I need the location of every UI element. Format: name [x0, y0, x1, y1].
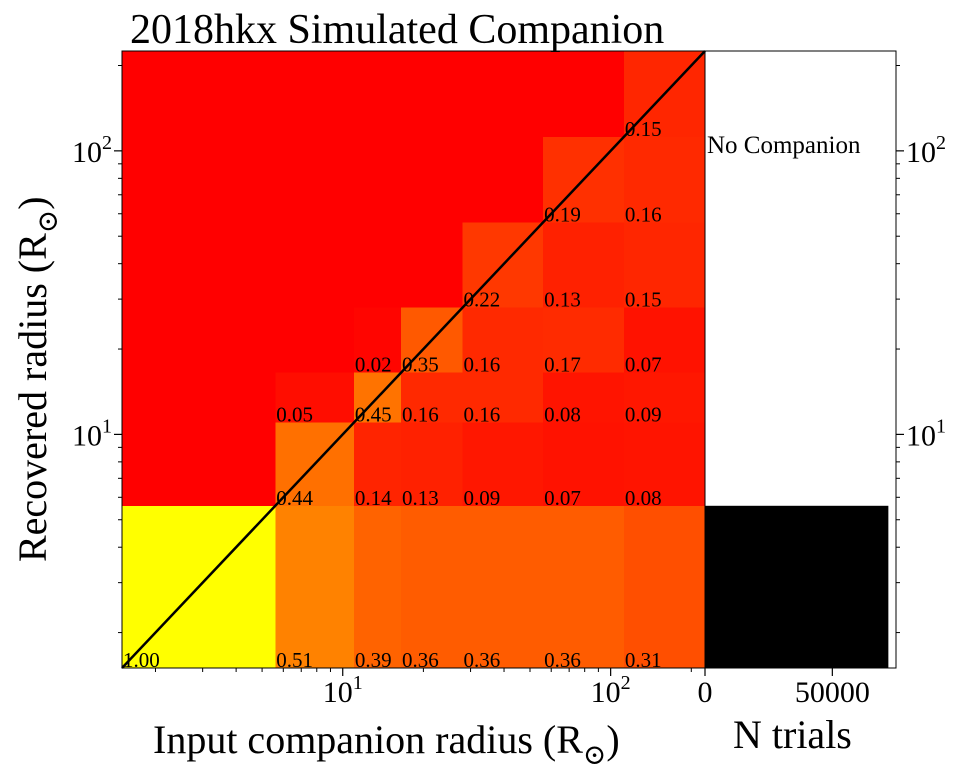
histogram-x-tick-label: 50000: [795, 676, 870, 709]
heatmap-cell-value: 0.16: [464, 353, 501, 377]
heatmap-cell: [401, 372, 463, 423]
heatmap-cell-value: 0.15: [625, 288, 662, 312]
heatmap-cell: [623, 422, 705, 506]
y-tick-label: 101: [72, 415, 112, 452]
heatmap-cell-value: 0.14: [355, 486, 392, 510]
heatmap-cell: [275, 372, 354, 423]
heatmap-cell: [462, 307, 544, 373]
heatmap-cell-value: 0.09: [464, 486, 501, 510]
heatmap-cell-value: 0.09: [625, 403, 662, 427]
y-axis-label-suffix: ): [10, 196, 55, 209]
heatmap-cell: [543, 422, 624, 506]
heatmap-cell-value: 0.45: [355, 403, 392, 427]
heatmap-cell: [543, 372, 624, 423]
heatmap-cell-value: 0.22: [464, 288, 501, 312]
heatmap-ticks: 101 102 101 102: [72, 65, 692, 709]
heatmap-cell: [401, 505, 463, 668]
heatmap-cell-value: 0.16: [464, 403, 501, 427]
heatmap-cell: [543, 222, 624, 308]
x-axis-label-suffix: ): [606, 717, 619, 762]
heatmap-cell-value: 0.16: [402, 403, 439, 427]
heatmap-cell-value: 0.44: [276, 486, 313, 510]
histogram-bars: [705, 505, 889, 668]
heatmap-cell: [623, 222, 705, 308]
y-tick-label: 102: [72, 132, 112, 169]
heatmap-cell-value: 0.13: [544, 288, 581, 312]
heatmap-cell: [543, 307, 624, 373]
x-axis-label: Input companion radius (R⊙): [153, 717, 620, 771]
histogram-panel: No Companion 0 50000 101 102: [698, 50, 946, 709]
histogram-y-tick-label: 102: [906, 132, 946, 169]
heatmap-cell-value: 0.13: [402, 486, 439, 510]
y-axis-label-text: Recovered radius (R: [10, 233, 55, 562]
heatmap-cell-labels: 1.00 0.510.440.050.390.140.450.020.360.13…: [123, 117, 662, 672]
identity-diagonal-line: [121, 50, 706, 669]
heatmap-cell-value: 0.16: [625, 202, 662, 226]
heatmap-cell-value: 0.17: [544, 353, 581, 377]
histogram-ticks: 0 50000 101 102: [698, 65, 946, 709]
heatmap-cell: [353, 422, 402, 506]
heatmap-cell-value: 0.05: [276, 403, 313, 427]
histogram-y-tick-label: 101: [906, 415, 946, 452]
no-companion-label: No Companion: [707, 132, 861, 159]
histogram-frame: [704, 50, 897, 669]
heatmap-cell: [401, 422, 463, 506]
x-axis-label-text: Input companion radius (R: [153, 717, 583, 762]
x-tick-label: 101: [323, 672, 363, 709]
x-tick-label: 102: [591, 672, 631, 709]
heatmap-cell: [623, 136, 705, 223]
histogram-bar: [705, 505, 889, 668]
heatmap-cell-value: 0.15: [625, 117, 662, 141]
heatmap-cell: [462, 505, 544, 668]
histogram-x-axis-label: N trials: [733, 712, 852, 757]
y-axis-label: Recovered radius (R⊙): [10, 196, 64, 562]
heatmap-cell: [462, 372, 544, 423]
heatmap-cell: [623, 372, 705, 423]
histogram-x-tick-label: 0: [698, 676, 713, 709]
heatmap-cell: [353, 505, 402, 668]
y-axis-sun-symbol: ⊙: [33, 210, 64, 233]
x-axis-sun-symbol: ⊙: [583, 740, 606, 771]
heatmap-cell: [462, 422, 544, 506]
heatmap-cell-value: 0.07: [544, 486, 581, 510]
heatmap-cell-value: 0.19: [544, 202, 581, 226]
heatmap-cell-value: 0.08: [625, 486, 662, 510]
heatmap-cell: [623, 307, 705, 373]
heatmap-cell: [353, 307, 402, 373]
heatmap-cell-value: 0.07: [625, 353, 662, 377]
heatmap-cell-value: 0.08: [544, 403, 581, 427]
heatmap-panel: 1.00 0.510.440.050.390.140.450.020.360.13…: [72, 50, 706, 709]
chart-title: 2018hkx Simulated Companion: [130, 7, 664, 53]
heatmap-cell: [543, 505, 624, 668]
heatmap-cell: [275, 505, 354, 668]
heatmap-cell-value: 0.35: [402, 353, 439, 377]
heatmap-cell: [623, 505, 705, 668]
heatmap-cell-value: 0.02: [355, 353, 392, 377]
